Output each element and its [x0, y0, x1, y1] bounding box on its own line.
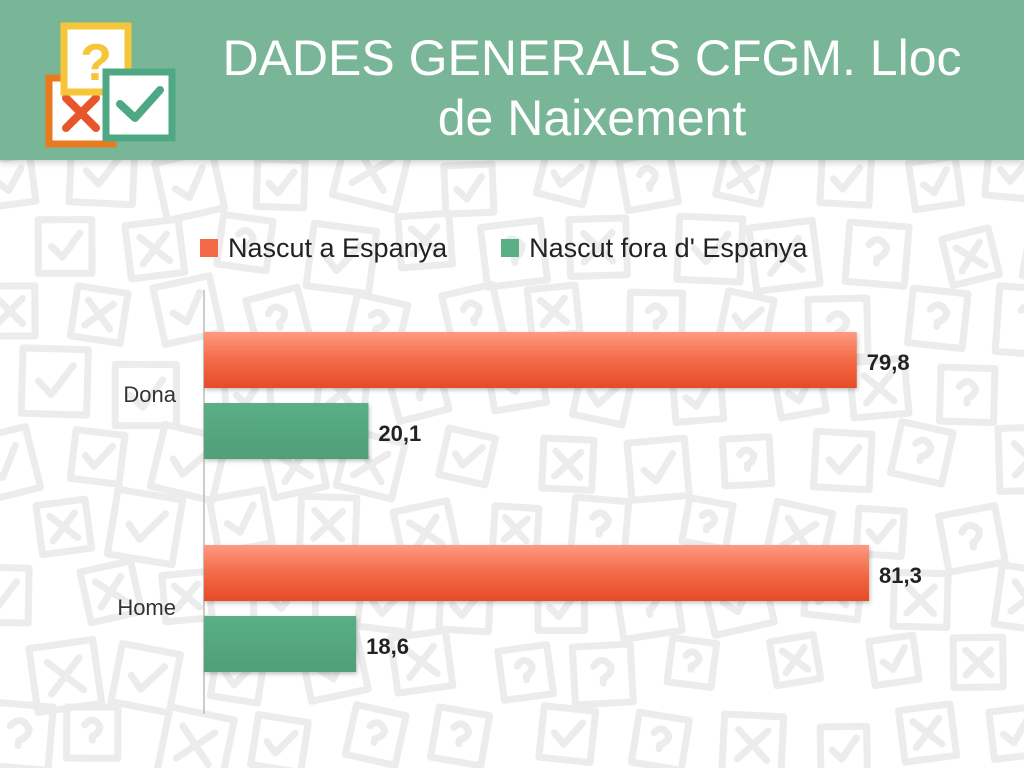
legend-label-series-2: Nascut fora d' Espanya [529, 232, 808, 263]
bar-series-2-dona [204, 403, 369, 459]
background-pattern-tile [247, 711, 312, 768]
background-pattern-tile [111, 360, 180, 430]
background-pattern-tile [845, 354, 913, 422]
background-pattern-tile [66, 426, 129, 488]
data-label-series-1-dona: 79,8 [867, 350, 910, 375]
background-pattern-tile [816, 722, 871, 768]
background-pattern-tile [121, 215, 189, 283]
background-pattern-tile [386, 627, 457, 697]
background-pattern-tile [153, 703, 238, 768]
background-pattern-tile [427, 703, 493, 768]
slide-title-line-2: de Naixement [437, 90, 747, 146]
background-pattern-tile [894, 700, 961, 766]
background-pattern-tile [32, 495, 96, 559]
background-pattern-tile [841, 218, 913, 290]
background-pattern-tile [886, 418, 957, 488]
question-check-cross-icon: ? [45, 22, 176, 148]
background-pattern-tile [0, 282, 39, 340]
background-pattern-tile [17, 344, 92, 419]
background-pattern-tile [673, 212, 747, 286]
background-pattern-tile [34, 216, 96, 277]
background-pattern-tile [745, 216, 824, 295]
background-pattern-tile [435, 424, 499, 489]
chart-legend: Nascut a Espanya Nascut fora d' Espanya [200, 228, 880, 268]
background-pattern-tile [623, 434, 693, 504]
background-pattern-tile [302, 219, 381, 298]
background-pattern-tile [0, 563, 33, 627]
background-pattern-tile [627, 708, 693, 768]
background-pattern-tile [66, 282, 132, 347]
background-pattern-tile [865, 631, 923, 689]
background-pattern-tile [985, 702, 1024, 763]
background-pattern-tile [935, 363, 999, 427]
background-pattern-tile [994, 423, 1024, 495]
background-pattern-tile [935, 502, 1009, 576]
background-pattern-tile [149, 272, 226, 348]
background-pattern-tile [810, 427, 876, 494]
legend-swatch-series-1 [200, 239, 218, 257]
background-pattern-tile [903, 284, 972, 353]
background-pattern-tile [341, 701, 410, 768]
background-pattern-tile [107, 639, 184, 717]
background-pattern-tile [565, 214, 631, 281]
background-pattern-tile [663, 634, 721, 691]
slide-title: DADES GENERALS CFGM. Lloc de Naixement [220, 28, 964, 148]
background-pattern-tile [766, 631, 825, 690]
background-pattern-tile [991, 282, 1024, 360]
background-pattern-tile [440, 160, 498, 218]
background-pattern-tile [718, 710, 788, 768]
background-pattern-tile [568, 640, 637, 709]
background-pattern-tile [718, 433, 776, 490]
legend-swatch-series-2 [501, 239, 520, 257]
background-pattern-tile [938, 224, 1003, 289]
background-pattern-tile [0, 423, 45, 507]
legend-item-series-1: Nascut a Espanya [200, 233, 447, 264]
background-pattern-tile [213, 210, 277, 275]
background-pattern-tile [146, 420, 231, 505]
bar-series-1-home [204, 545, 870, 601]
background-pattern-tile [949, 633, 1007, 692]
background-pattern-tile [394, 209, 456, 272]
legend-item-series-2: Nascut fora d' Espanya [501, 233, 807, 264]
data-label-series-2-dona: 20,1 [378, 421, 421, 446]
bar-series-2-home [204, 616, 357, 672]
slide-title-line-1: DADES GENERALS CFGM. Lloc [222, 30, 962, 86]
background-pattern-tile [63, 703, 122, 762]
background-pattern-tile [538, 434, 598, 494]
background-pattern-tile [76, 557, 146, 627]
background-pattern-tile [494, 641, 557, 704]
data-label-series-1-home: 81,3 [879, 563, 922, 588]
data-label-series-2-home: 18,6 [366, 634, 409, 659]
bar-series-1-dona [204, 332, 857, 388]
category-label-dona: Dona [123, 382, 176, 407]
background-pattern-tile [535, 702, 600, 767]
background-pattern-tile [852, 504, 908, 560]
legend-label-series-1: Nascut a Espanya [228, 232, 448, 263]
background-pattern-tile [103, 485, 187, 569]
background-pattern-tile [889, 568, 952, 632]
category-label-home: Home [117, 595, 176, 620]
